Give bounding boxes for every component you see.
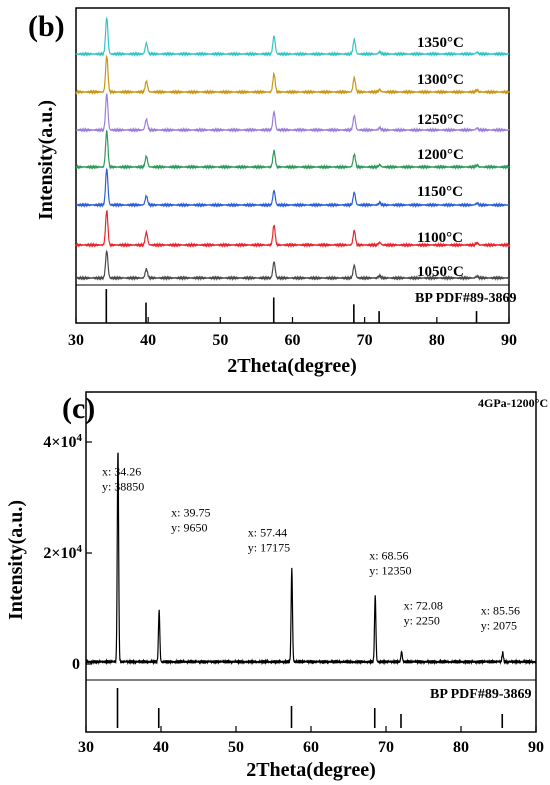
panel-c-x-ticks: 30 40 50 60 70 80 90 (78, 726, 544, 756)
panel-b-trace-label: 1100°C (417, 230, 463, 246)
panel-c-reference-sticks (116, 688, 504, 728)
panel-b-trace-1150c (75, 167, 510, 209)
panel-c: (c) 4GPa-1200°C x: 34.26y: 38850 x: 39.75… (5, 391, 548, 781)
panel-c-peak-y-value: y: 12350 (369, 563, 411, 577)
panel-c-pattern-line (85, 452, 537, 666)
panel-c-y-axis-title: Intensity(a.u.) (5, 500, 27, 620)
panel-b-x-tick-label: 60 (285, 332, 301, 349)
panel-c-peak-y-value: y: 17175 (248, 541, 290, 555)
panel-b-x-tick-label: 40 (140, 332, 156, 349)
panel-c-y-ticks: 0 2×104 4×104 (43, 432, 92, 673)
panel-c-peak-label: x: 72.08y: 2250 (404, 599, 443, 628)
panel-c-peak-label: x: 57.44y: 17175 (248, 526, 290, 555)
panel-c-peak-y-value: y: 2075 (481, 618, 517, 632)
panel-b-y-axis-title: Intensity(a.u.) (35, 100, 57, 220)
panel-b-letter: (b) (28, 10, 65, 43)
panel-b-trace-label: 1150°C (417, 184, 463, 200)
panel-b-trace-labels: 1050°C 1100°C 1150°C 1200°C 1250°C 1300°C 1350… (417, 35, 464, 280)
panel-b-x-axis-title: 2Theta(degree) (227, 355, 357, 377)
panel-b-x-tick-label: 30 (68, 332, 84, 349)
panel-c-peak-x-value: x: 85.56 (481, 603, 520, 617)
panel-c-peak-label: x: 68.56y: 12350 (369, 548, 411, 577)
panel-b-reference-label: BP PDF#89-3869 (415, 291, 517, 306)
panel-c-peak-label: x: 85.56y: 2075 (481, 603, 520, 632)
panel-b-trace-1300c (75, 54, 510, 96)
panel-c-sample-label: 4GPa-1200°C (478, 396, 548, 410)
panel-c-peak-y-value: y: 2250 (404, 614, 440, 628)
panel-c-peak-y-value: y: 9650 (171, 520, 207, 534)
panel-b-reference-sticks (105, 289, 478, 323)
panel-c-peak-y-value: y: 38850 (102, 479, 144, 493)
panel-c-reference-label: BP PDF#89-3869 (430, 687, 532, 702)
panel-c-y-tick-label: 0 (72, 656, 80, 673)
panel-c-x-axis-title: 2Theta(degree) (246, 759, 376, 781)
panel-c-x-tick-label: 50 (228, 739, 244, 756)
panel-b-trace-label: 1050°C (417, 264, 464, 280)
panel-c-x-tick-label: 40 (153, 739, 169, 756)
panel-c-x-tick-label: 90 (528, 739, 544, 756)
panel-b-x-tick-label: 50 (212, 332, 228, 349)
panel-b: (b) 1050°C 1100°C 1150°C 1200°C 1250°C 1300°C… (28, 7, 517, 377)
panel-c-peak-label: x: 34.26y: 38850 (102, 464, 144, 493)
panel-b-trace-label: 1300°C (417, 72, 464, 88)
panel-c-peak-label: x: 39.75y: 9650 (171, 505, 210, 534)
panel-c-letter: (c) (62, 392, 95, 425)
panel-b-trace-1250c (75, 93, 510, 134)
panel-b-trace-1050c (75, 249, 510, 282)
panel-b-trace-label: 1350°C (417, 35, 464, 51)
panel-c-peak-x-value: x: 68.56 (369, 548, 408, 562)
panel-c-y-tick-label: 2×104 (43, 543, 82, 562)
panel-b-x-ticks: 30 40 50 60 70 80 90 (68, 317, 517, 349)
panel-b-x-tick-label: 70 (357, 332, 373, 349)
panel-b-trace-label: 1250°C (417, 112, 464, 128)
panel-b-trace-1100c (75, 209, 510, 249)
panel-c-x-tick-label: 70 (378, 739, 394, 756)
panel-c-peak-x-value: x: 57.44 (248, 526, 287, 540)
panel-b-x-tick-label: 80 (429, 332, 445, 349)
panel-b-x-tick-label: 90 (501, 332, 517, 349)
panel-c-x-tick-label: 30 (78, 739, 94, 756)
panel-b-traces (75, 16, 510, 282)
panel-b-trace-1200c (75, 130, 510, 171)
panel-c-x-tick-label: 60 (303, 739, 319, 756)
panel-c-x-tick-label: 80 (453, 739, 469, 756)
panel-b-trace-label: 1200°C (417, 147, 464, 163)
panel-b-trace-1350c (75, 16, 510, 58)
panel-c-peak-x-value: x: 34.26 (102, 464, 141, 478)
panel-c-peak-x-value: x: 72.08 (404, 599, 443, 613)
panel-c-frame (85, 391, 537, 733)
panel-c-y-tick-label: 4×104 (43, 432, 82, 451)
panel-c-peak-x-value: x: 39.75 (171, 505, 210, 519)
